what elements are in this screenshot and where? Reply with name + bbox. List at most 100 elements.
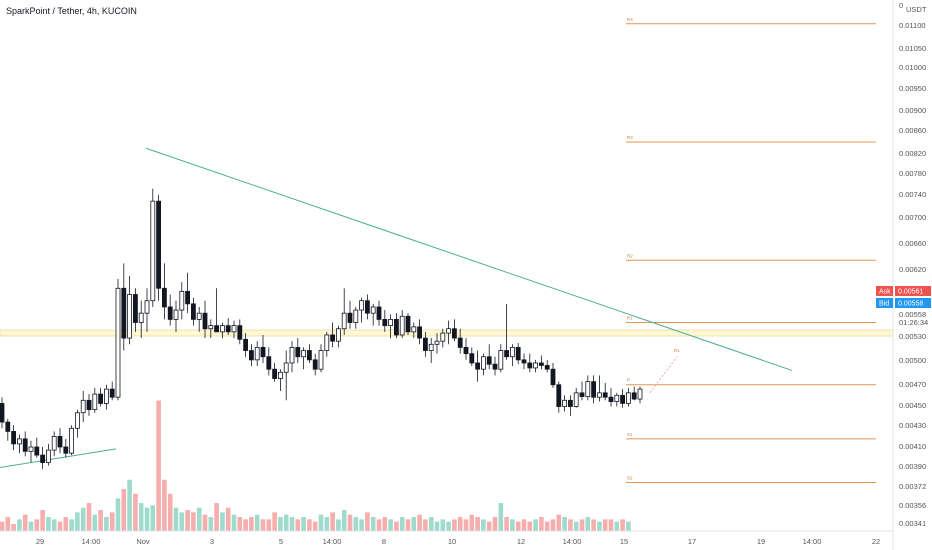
volume-bar	[533, 519, 538, 531]
tag-value-bg	[895, 286, 931, 296]
volume-bar	[423, 519, 428, 531]
volume-bar	[115, 498, 121, 531]
time-tick-label: 15	[620, 537, 628, 546]
price-tick-label: 0.00410	[899, 442, 926, 451]
candle-body	[132, 294, 138, 323]
candle	[214, 288, 220, 333]
candle-body	[115, 287, 121, 398]
candle-body	[156, 200, 162, 289]
candle	[498, 344, 504, 373]
candle	[132, 288, 138, 332]
volume-bar	[399, 517, 405, 531]
candle	[272, 362, 278, 382]
price-tick-label: 0.00620	[899, 265, 926, 274]
candle	[330, 322, 336, 348]
volume-bar	[63, 517, 69, 531]
volume-bar	[417, 514, 422, 531]
volume-bar	[382, 517, 388, 531]
candle-body	[231, 325, 237, 333]
candle-body	[498, 350, 504, 370]
pivot-label: S2	[627, 475, 633, 480]
candle	[208, 319, 214, 339]
volume-bar	[260, 519, 266, 531]
candle	[301, 347, 307, 370]
price-axis: 0.01100 0.01050 0.01000 0.00950 0.00900 0.008…	[899, 1, 927, 528]
price-tick-label: 0.00341	[899, 519, 926, 528]
market-tag-ask: Ask 0.00561	[876, 286, 931, 296]
time-tick-label: 12	[517, 537, 525, 546]
candle-body	[104, 388, 109, 404]
candle-body	[248, 350, 254, 361]
candle-body	[597, 392, 602, 398]
volume-bar	[539, 517, 544, 531]
candle	[422, 331, 428, 357]
candle-body	[57, 436, 63, 448]
candle	[405, 313, 411, 335]
volume-bar	[579, 519, 585, 531]
candle	[341, 288, 347, 335]
volume-bar	[428, 517, 434, 531]
price-tick-label: 0.00558	[899, 310, 926, 319]
candle-body	[190, 303, 196, 320]
candle	[451, 319, 457, 342]
candle	[11, 425, 17, 451]
candle-body	[173, 309, 179, 320]
candle	[544, 359, 550, 373]
volume-bar	[562, 517, 567, 531]
candle-body	[463, 347, 469, 355]
time-tick-label: 8	[382, 537, 386, 546]
candle	[527, 353, 533, 373]
candle	[40, 446, 45, 469]
chart-title: SparkPoint / Tether, 4h, KUCOIN	[6, 6, 137, 16]
tag-value: 0.00558	[898, 301, 923, 308]
volume-bar	[220, 512, 225, 531]
candle-body	[208, 325, 214, 330]
volume-bar	[266, 519, 272, 531]
candle	[591, 375, 596, 404]
candle	[34, 437, 40, 458]
candle	[388, 314, 394, 339]
tag-value: 0.00561	[898, 289, 923, 296]
tag-value-bg	[895, 298, 931, 308]
volume-bar	[11, 524, 16, 531]
candle	[156, 194, 162, 301]
price-tick-label: 0.01100	[899, 21, 926, 30]
volume-bar	[133, 493, 138, 531]
candle	[109, 381, 115, 401]
candle-body	[92, 393, 98, 411]
candle-body	[283, 362, 289, 373]
candle-body	[539, 362, 544, 366]
candle-body	[16, 438, 22, 445]
candle-body	[324, 334, 330, 351]
volume-bar	[469, 514, 475, 531]
price-tick-label: 0.00900	[899, 106, 926, 115]
candle	[585, 375, 591, 401]
volume-bar	[376, 519, 382, 531]
candle-body	[393, 318, 399, 336]
candle	[335, 325, 341, 348]
candle-body	[167, 306, 173, 320]
volume-bar	[446, 521, 451, 531]
candle	[486, 344, 492, 370]
volume-bar	[162, 479, 167, 531]
candle-body	[34, 446, 40, 456]
candle	[376, 300, 382, 326]
volume-bar	[5, 517, 11, 531]
candle	[306, 344, 312, 363]
candle	[370, 303, 376, 326]
price-tick-label: 0.00660	[899, 239, 926, 248]
volume-bar	[295, 519, 301, 531]
candle-body	[98, 393, 103, 404]
candle	[127, 275, 132, 345]
candle	[475, 350, 481, 382]
price-tick-label: 0.00700	[899, 213, 926, 222]
volume-bar	[550, 519, 556, 531]
volume-bar	[591, 519, 596, 531]
tag-label: Bid	[879, 301, 889, 308]
volume-bar	[249, 517, 254, 531]
candle	[161, 263, 167, 320]
candle-body	[86, 399, 92, 411]
